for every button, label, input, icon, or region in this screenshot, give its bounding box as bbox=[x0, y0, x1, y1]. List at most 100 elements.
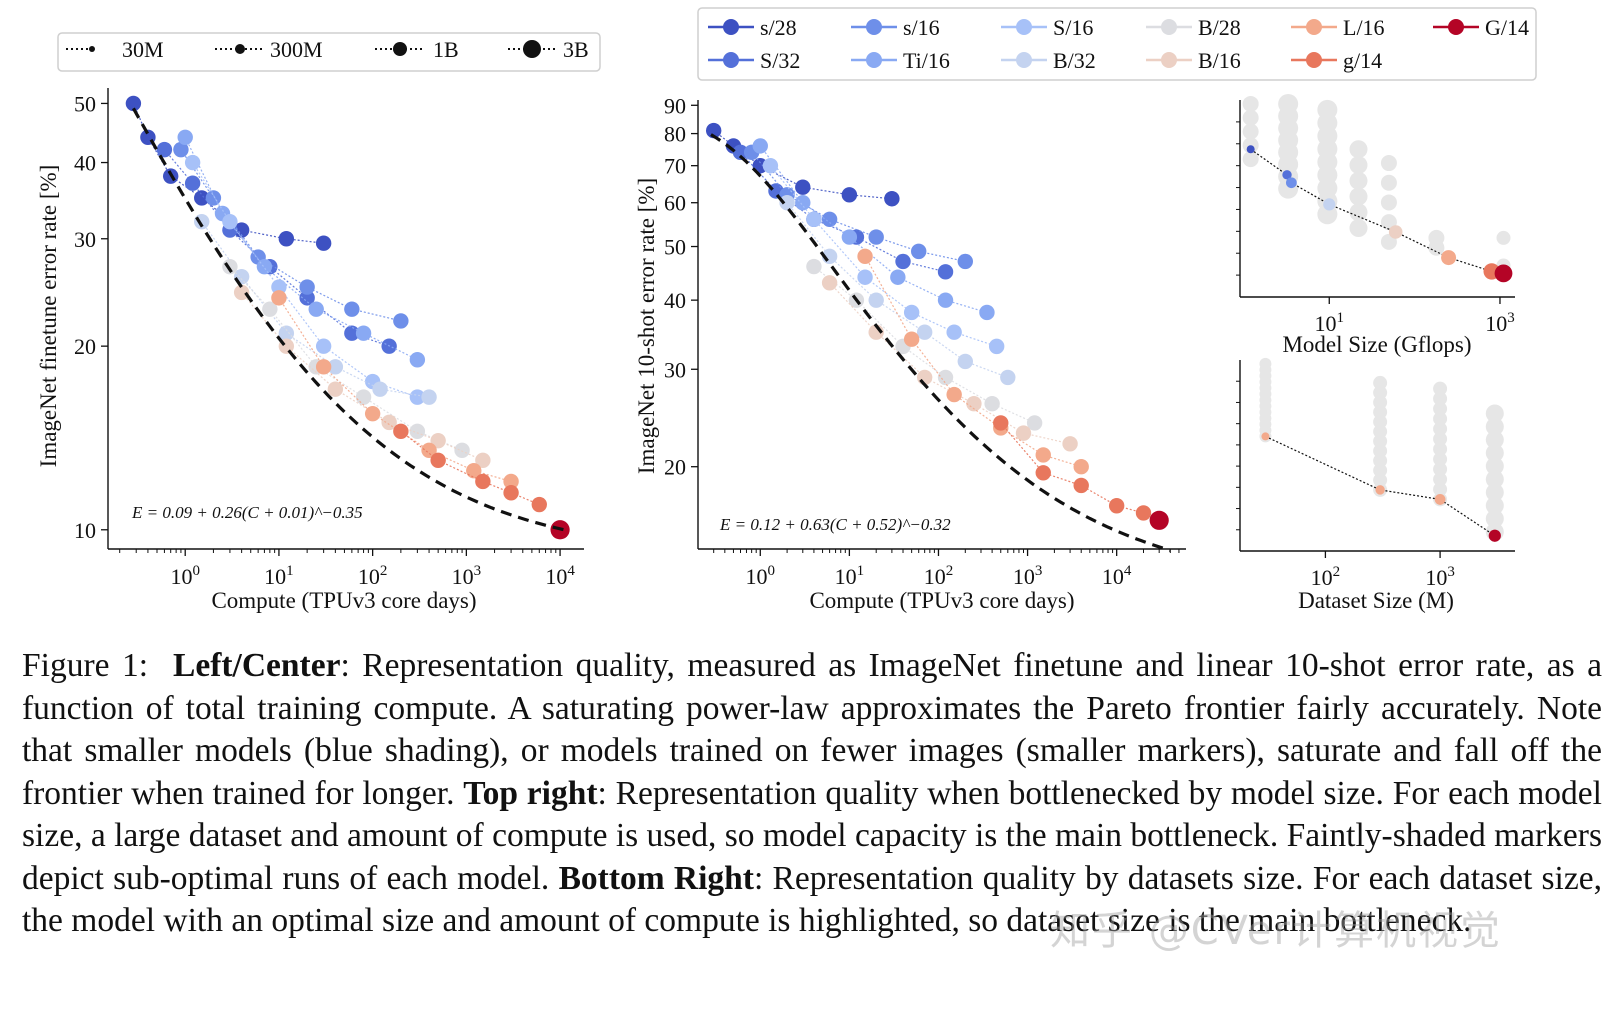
x-axis-label: Compute (TPUv3 core days) bbox=[211, 588, 476, 613]
data-point bbox=[946, 386, 962, 403]
data-point bbox=[409, 423, 426, 440]
legend-marker bbox=[866, 52, 882, 68]
watermark: 知乎 @CVer计算机视觉 bbox=[1050, 908, 1502, 954]
x-tick-label: 101 bbox=[264, 563, 294, 589]
y-tick-label: 20 bbox=[74, 334, 96, 359]
model-legend-item-s-32: S/32 bbox=[708, 48, 800, 73]
y-tick-label: 20 bbox=[664, 455, 686, 480]
suboptimal-run bbox=[1380, 174, 1397, 191]
size-legend-item-30m: 30M bbox=[66, 37, 164, 62]
suboptimal-run bbox=[1373, 434, 1388, 449]
data-point bbox=[315, 235, 332, 251]
caption-label: Figure 1: bbox=[22, 647, 149, 684]
suboptimal-run bbox=[1433, 432, 1448, 447]
series-g-14 bbox=[993, 415, 1152, 521]
frontier-line bbox=[1265, 435, 1496, 537]
size-legend: 30M 300M 1B 3B bbox=[57, 32, 601, 72]
series-line bbox=[229, 266, 463, 451]
data-point bbox=[393, 423, 409, 440]
model-legend-label: s/16 bbox=[903, 15, 940, 40]
data-point bbox=[1026, 415, 1043, 431]
model-size-plot: Model Size (Gflops) 101 103 bbox=[1236, 93, 1515, 357]
model-legend-item-b-28: B/28 bbox=[1146, 15, 1241, 40]
series-s-16 bbox=[184, 154, 426, 405]
highlighted-point bbox=[1323, 198, 1336, 211]
suboptimal-run bbox=[1373, 375, 1388, 390]
legend-marker bbox=[1161, 19, 1177, 35]
series-g-14 bbox=[393, 423, 547, 513]
data-point bbox=[233, 284, 250, 301]
data-point bbox=[125, 95, 142, 112]
data-point bbox=[299, 279, 315, 295]
data-point bbox=[993, 415, 1009, 431]
fit-formula: E = 0.12 + 0.63(C + 0.52)^−0.32 bbox=[719, 515, 951, 534]
data-point bbox=[177, 129, 193, 145]
suboptimal-run bbox=[1485, 443, 1504, 462]
finetune-error-plot: ImageNet finetune error rate [%] Compute… bbox=[36, 88, 584, 613]
data-point bbox=[988, 338, 1005, 355]
highlighted-point bbox=[1285, 177, 1297, 189]
data-point bbox=[903, 304, 920, 321]
x-tick-label: 102 bbox=[924, 563, 954, 589]
model-legend-item-g-14: g/14 bbox=[1291, 48, 1382, 73]
suboptimal-run bbox=[1433, 401, 1448, 416]
y-tick-label: 40 bbox=[664, 288, 686, 313]
series-line bbox=[180, 149, 402, 322]
data-point bbox=[409, 352, 426, 368]
suboptimal-run bbox=[1373, 395, 1388, 410]
model-legend-item-ti-16: Ti/16 bbox=[851, 48, 950, 73]
data-point bbox=[1135, 505, 1152, 521]
x-tick-label: 103 bbox=[1425, 564, 1455, 590]
suboptimal-run bbox=[1373, 463, 1388, 478]
suboptimal-run bbox=[1380, 155, 1397, 172]
data-point bbox=[890, 269, 906, 285]
model-legend-item-s-28: s/28 bbox=[708, 15, 797, 40]
suboptimal-run bbox=[1433, 442, 1448, 457]
legend-marker bbox=[1306, 19, 1322, 35]
legend-marker bbox=[1016, 19, 1032, 35]
x-tick-label: 101 bbox=[835, 563, 865, 589]
data-point bbox=[503, 485, 519, 501]
highlighted-point bbox=[1488, 529, 1501, 542]
data-point bbox=[393, 313, 409, 329]
y-tick-label: 30 bbox=[664, 357, 686, 382]
x-tick-label: 100 bbox=[746, 563, 776, 589]
legend-marker bbox=[723, 52, 739, 68]
series-g-14 bbox=[1149, 510, 1169, 530]
model-legend-label: S/16 bbox=[1053, 15, 1093, 40]
data-point bbox=[1035, 447, 1051, 463]
data-point bbox=[262, 301, 278, 317]
size-legend-item-1b: 1B bbox=[375, 37, 459, 62]
data-point bbox=[916, 324, 933, 340]
y-axis-label: ImageNet finetune error rate [%] bbox=[36, 165, 61, 468]
data-point bbox=[278, 231, 295, 247]
data-point bbox=[1015, 425, 1032, 441]
suboptimal-run bbox=[1349, 140, 1368, 159]
x-axis-label: Dataset Size (M) bbox=[1298, 588, 1454, 613]
data-point bbox=[984, 395, 1000, 412]
suboptimal-run bbox=[1485, 470, 1504, 489]
series-s-16 bbox=[743, 144, 973, 270]
data-point bbox=[308, 301, 324, 317]
data-point bbox=[315, 359, 332, 375]
highlighted-point bbox=[1375, 485, 1385, 495]
x-tick-label: 104 bbox=[1102, 563, 1132, 589]
data-point bbox=[946, 324, 962, 340]
suboptimal-run bbox=[1485, 404, 1504, 423]
suboptimal-run bbox=[1373, 473, 1388, 488]
figure-1: 30M 300M 1B 3B s/28 s/16 S/16 B/28 L/16 G/14 S… bbox=[36, 7, 1537, 613]
data-point bbox=[1073, 477, 1089, 494]
data-point bbox=[430, 432, 446, 449]
model-legend-label: B/28 bbox=[1198, 15, 1241, 40]
size-legend-label: 3B bbox=[563, 37, 589, 62]
x-tick-label: 102 bbox=[1311, 564, 1341, 590]
suboptimal-run bbox=[1373, 424, 1388, 439]
highlighted-point bbox=[1434, 494, 1446, 505]
model-legend-label: Ti/16 bbox=[903, 48, 950, 73]
data-point bbox=[1073, 459, 1089, 475]
legend-marker bbox=[1306, 52, 1322, 68]
suboptimal-run bbox=[1485, 496, 1504, 515]
data-point bbox=[957, 353, 973, 370]
data-point bbox=[979, 304, 995, 321]
data-point bbox=[355, 325, 372, 341]
